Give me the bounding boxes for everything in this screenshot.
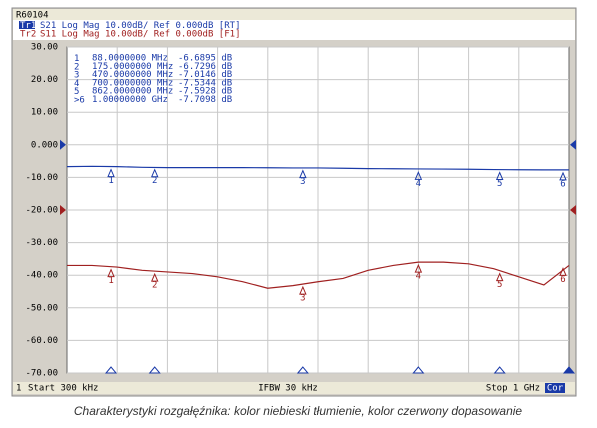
title-bar bbox=[13, 9, 575, 20]
marker bbox=[495, 171, 504, 181]
marker-table-value: -6.6895 dB bbox=[178, 54, 232, 64]
marker-table-id: 5 bbox=[74, 87, 79, 97]
marker bbox=[559, 267, 567, 276]
y-tick-label: -50.00 bbox=[25, 303, 58, 313]
cor: Cor bbox=[547, 384, 564, 394]
y-tick-label: -10.00 bbox=[25, 173, 58, 183]
marker bbox=[150, 272, 159, 282]
marker-label: 2 bbox=[152, 176, 157, 186]
marker-label: 4 bbox=[416, 179, 421, 189]
marker-table-freq: 700.0000000 MHz bbox=[92, 78, 173, 88]
channel: 1 bbox=[16, 384, 21, 394]
marker-table-value: -7.5928 dB bbox=[178, 87, 232, 97]
caption: Charakterystyki rozgałęźnika: kolor nieb… bbox=[74, 404, 523, 418]
active-prefix: > bbox=[74, 95, 80, 105]
marker-table-freq: 862.0000000 MHz bbox=[92, 87, 173, 97]
ref-marker bbox=[570, 139, 576, 150]
marker bbox=[414, 171, 423, 180]
marker bbox=[107, 268, 115, 278]
marker-table-freq: 88.0000000 MHz bbox=[92, 54, 168, 64]
trace bbox=[67, 261, 570, 289]
marker-label: 2 bbox=[152, 281, 157, 291]
y-tick-label: 10.00 bbox=[31, 108, 58, 118]
marker bbox=[107, 168, 115, 178]
start-freq: Start 300 kHz bbox=[28, 384, 98, 394]
marker-label: 5 bbox=[497, 179, 502, 189]
marker-table-freq: 1.00000000 GHz bbox=[92, 95, 168, 105]
stop-freq: Stop 1 GHz bbox=[486, 384, 540, 394]
marker bbox=[299, 285, 307, 295]
marker-label: 3 bbox=[300, 294, 305, 304]
axis-marker bbox=[412, 366, 425, 374]
marker-id: 6 bbox=[79, 95, 84, 105]
marker-table-id: 2 bbox=[74, 62, 79, 72]
marker-id: 3 bbox=[74, 70, 79, 80]
marker-id: 1 bbox=[74, 54, 79, 64]
marker-table-freq: 470.0000000 MHz bbox=[92, 70, 173, 80]
trace-tag: Tr2 bbox=[20, 30, 36, 40]
y-tick-label: -40.00 bbox=[25, 271, 58, 281]
y-tick-label: -20.00 bbox=[25, 206, 58, 216]
marker-id: 4 bbox=[74, 78, 79, 88]
ref-marker bbox=[60, 139, 66, 150]
axis-marker bbox=[104, 366, 118, 374]
ifbw: IFBW 30 kHz bbox=[258, 384, 318, 394]
marker-table-value: -7.0146 dB bbox=[178, 70, 232, 80]
active-trace-tag bbox=[19, 21, 35, 29]
trace-tag: Tr1 bbox=[20, 21, 36, 31]
status-bar bbox=[13, 382, 575, 394]
trace-info: S11 Log Mag 10.00dB/ Ref 0.000dB [F1] bbox=[40, 30, 240, 40]
y-tick-label: -60.00 bbox=[25, 336, 58, 346]
y-tick-label: 0.000 bbox=[31, 140, 58, 150]
y-tick-label: 30.00 bbox=[31, 43, 58, 53]
ref-marker bbox=[60, 205, 66, 215]
marker-label: 6 bbox=[560, 275, 565, 285]
y-tick-label: 20.00 bbox=[31, 75, 58, 85]
axis-marker bbox=[296, 366, 309, 374]
trace bbox=[66, 165, 569, 171]
marker-label: 1 bbox=[108, 176, 113, 186]
marker-label: 3 bbox=[300, 177, 305, 187]
marker-table-id: 1 bbox=[74, 54, 79, 64]
marker-label: 5 bbox=[497, 280, 502, 290]
marker-table-id: 4 bbox=[74, 78, 79, 88]
axis-marker bbox=[562, 366, 576, 374]
marker-id: 5 bbox=[74, 87, 79, 97]
marker-table-id: 3 bbox=[74, 70, 79, 80]
axis-marker bbox=[493, 366, 506, 374]
marker-table-id: >6 bbox=[74, 95, 85, 105]
marker-id: 2 bbox=[74, 62, 79, 72]
y-tick-label: -70.00 bbox=[25, 369, 58, 379]
marker-label: 4 bbox=[416, 272, 421, 282]
marker bbox=[559, 171, 567, 181]
marker bbox=[495, 272, 504, 282]
marker-table-freq: 175.0000000 MHz bbox=[92, 62, 173, 72]
trace-info: S21 Log Mag 10.00dB/ Ref 0.000dB [RT] bbox=[40, 21, 240, 31]
y-tick-label: -30.00 bbox=[25, 238, 58, 248]
marker-label: 6 bbox=[560, 179, 565, 189]
marker-table-value: -7.5344 dB bbox=[178, 78, 232, 88]
axis-marker bbox=[148, 366, 161, 374]
marker-label: 1 bbox=[108, 276, 113, 286]
marker bbox=[150, 168, 159, 178]
screen-id: R60104 bbox=[16, 11, 49, 21]
marker-table-value: -7.7098 dB bbox=[178, 95, 232, 105]
marker bbox=[414, 263, 423, 273]
marker bbox=[299, 169, 307, 179]
ref-marker bbox=[570, 205, 576, 215]
trace-header bbox=[13, 20, 575, 40]
cor-badge bbox=[545, 383, 565, 393]
marker-table-value: -6.7296 dB bbox=[178, 62, 232, 72]
